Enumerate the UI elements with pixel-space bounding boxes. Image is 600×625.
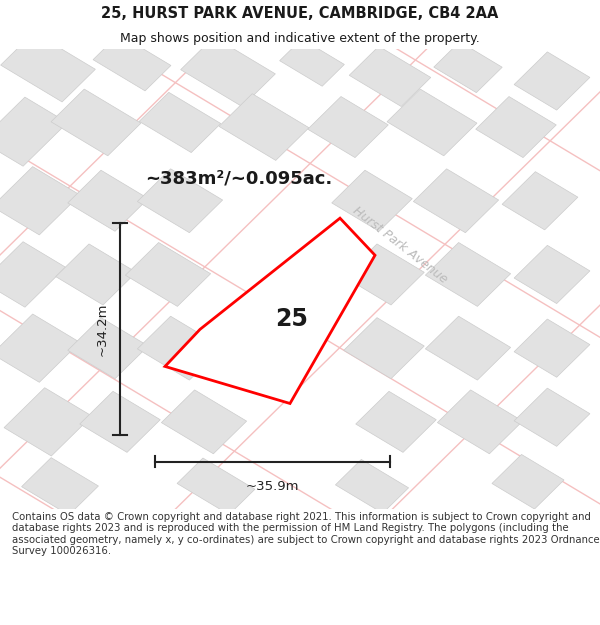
Polygon shape	[344, 318, 424, 379]
Polygon shape	[0, 97, 67, 166]
Polygon shape	[56, 244, 136, 305]
Text: Map shows position and indicative extent of the property.: Map shows position and indicative extent…	[120, 31, 480, 44]
Polygon shape	[413, 169, 499, 232]
Polygon shape	[0, 314, 80, 382]
Polygon shape	[335, 459, 409, 513]
Polygon shape	[387, 89, 477, 156]
Polygon shape	[437, 390, 523, 454]
Polygon shape	[177, 458, 255, 514]
Polygon shape	[344, 244, 424, 305]
Polygon shape	[356, 391, 436, 452]
Text: Hurst Park Avenue: Hurst Park Avenue	[350, 204, 450, 286]
Polygon shape	[137, 316, 223, 380]
Text: ~34.2m: ~34.2m	[95, 302, 109, 356]
Text: 25, HURST PARK AVENUE, CAMBRIDGE, CB4 2AA: 25, HURST PARK AVENUE, CAMBRIDGE, CB4 2A…	[101, 6, 499, 21]
Polygon shape	[68, 170, 148, 231]
Polygon shape	[332, 170, 412, 231]
Polygon shape	[425, 242, 511, 306]
Polygon shape	[514, 319, 590, 378]
Polygon shape	[280, 39, 344, 86]
Polygon shape	[514, 52, 590, 110]
Polygon shape	[139, 92, 221, 152]
Polygon shape	[1, 32, 95, 102]
Text: ~383m²/~0.095ac.: ~383m²/~0.095ac.	[145, 170, 332, 188]
Polygon shape	[219, 94, 309, 161]
Polygon shape	[22, 458, 98, 515]
Polygon shape	[165, 218, 375, 404]
Polygon shape	[514, 246, 590, 304]
Polygon shape	[4, 388, 92, 456]
Polygon shape	[425, 316, 511, 380]
Polygon shape	[349, 46, 431, 106]
Polygon shape	[125, 242, 211, 306]
Polygon shape	[137, 169, 223, 232]
Text: Contains OS data © Crown copyright and database right 2021. This information is : Contains OS data © Crown copyright and d…	[12, 512, 599, 556]
Text: 25: 25	[275, 307, 308, 331]
Polygon shape	[68, 318, 148, 379]
Polygon shape	[0, 242, 65, 307]
Text: ~35.9m: ~35.9m	[246, 480, 299, 493]
Polygon shape	[502, 172, 578, 230]
Polygon shape	[0, 167, 80, 235]
Polygon shape	[161, 390, 247, 454]
Polygon shape	[308, 96, 388, 158]
Polygon shape	[434, 42, 502, 92]
Polygon shape	[476, 96, 556, 158]
Polygon shape	[80, 391, 160, 452]
Polygon shape	[93, 34, 171, 91]
Polygon shape	[492, 454, 564, 509]
Polygon shape	[514, 388, 590, 446]
Polygon shape	[181, 37, 275, 106]
Polygon shape	[51, 89, 141, 156]
